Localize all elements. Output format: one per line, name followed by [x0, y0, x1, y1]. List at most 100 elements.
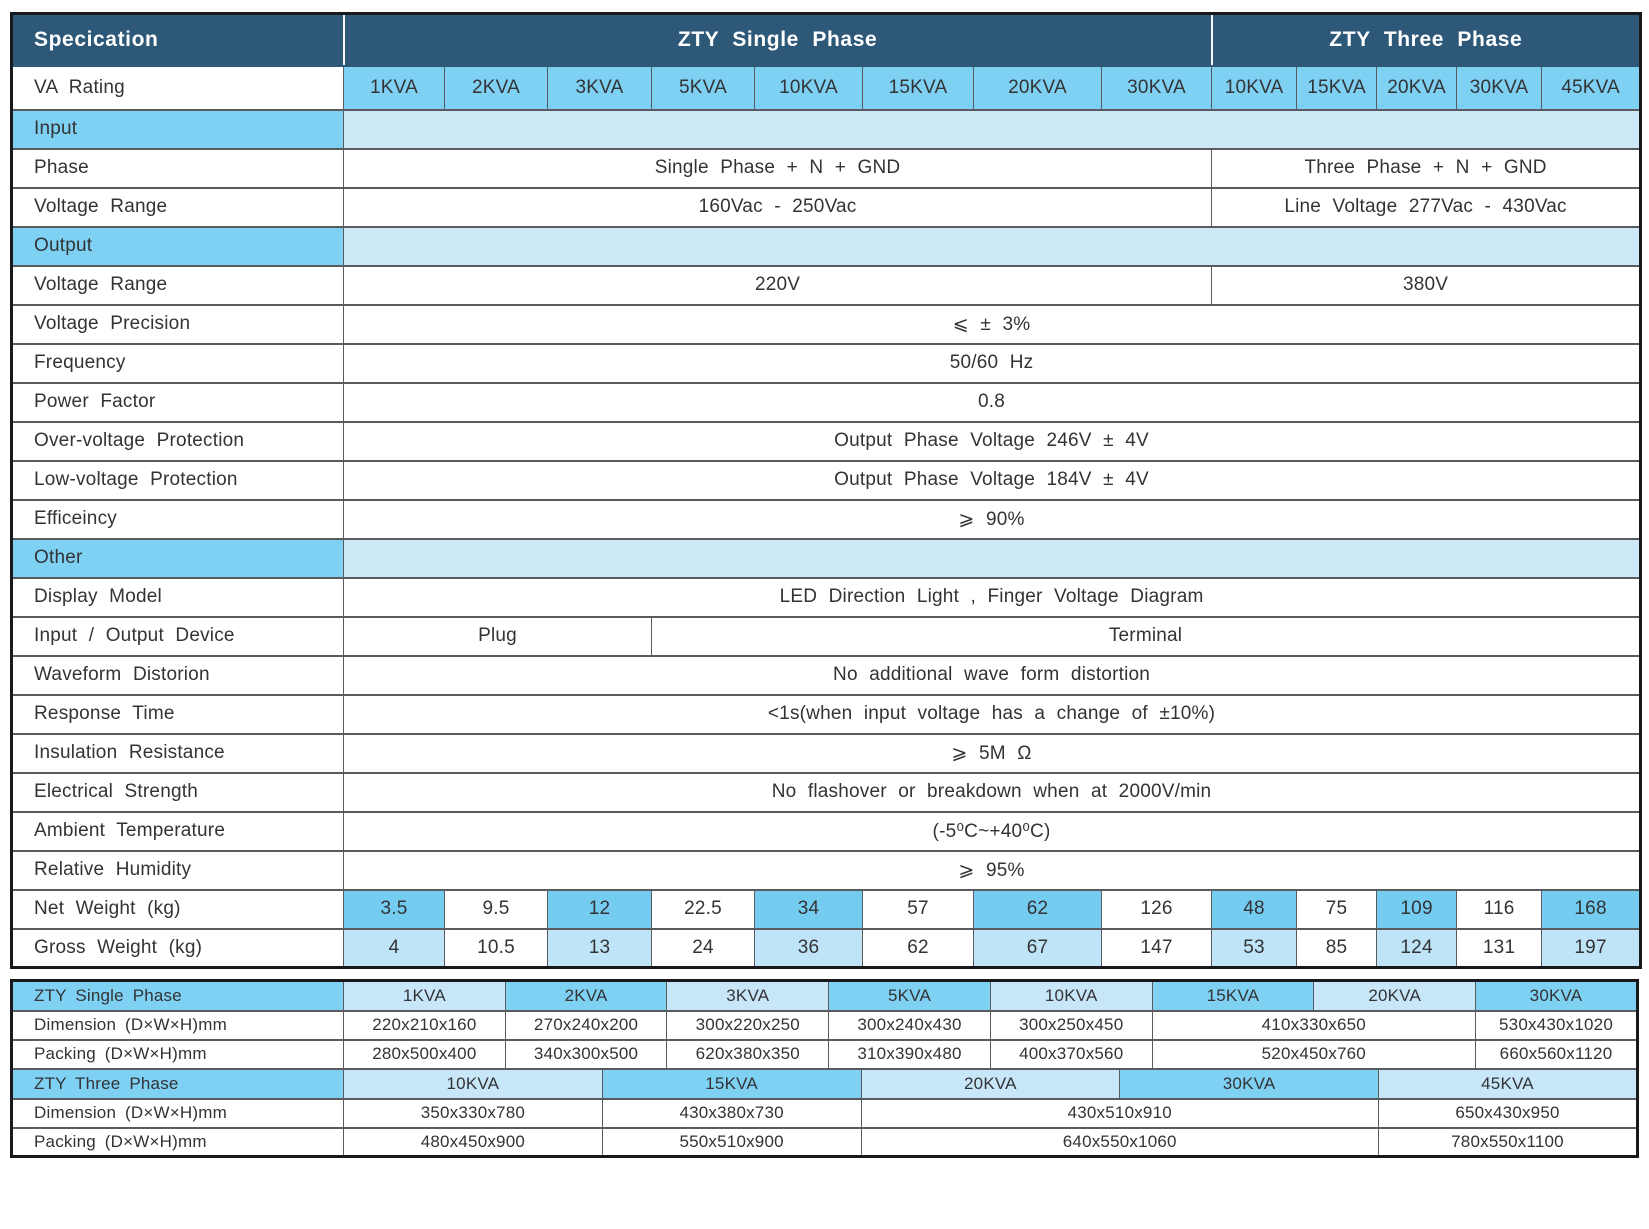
row-label: Low-voltage Protection	[11, 459, 344, 501]
single-phase-packing-row: Packing (D×W×H)mm 280x500x400 340x300x50…	[11, 1038, 1638, 1070]
row-net-weight: Net Weight (kg) 3.5 9.5 12 22.5 34 57 62…	[11, 888, 1642, 930]
phase-single-value: Single Phase + N + GND	[342, 147, 1213, 189]
section-filler	[342, 537, 1642, 579]
packing-cell: 340x300x500	[504, 1038, 668, 1070]
row-label: Display Model	[11, 576, 344, 618]
dim-col-header: 5KVA	[828, 979, 991, 1012]
row-label: Phase	[11, 147, 344, 189]
row-input-voltage-range: Voltage Range 160Vac - 250Vac Line Volta…	[11, 186, 1642, 228]
ambient-temperature-value: (-5⁰C~+40⁰C)	[342, 810, 1642, 852]
gross-weight-cell: 53	[1211, 927, 1298, 969]
row-label: Over-voltage Protection	[11, 420, 344, 462]
row-response-time: Response Time <1s(when input voltage has…	[11, 693, 1642, 735]
row-label: Net Weight (kg)	[11, 888, 344, 930]
waveform-value: No additional wave form distortion	[342, 654, 1642, 696]
row-relative-humidity: Relative Humidity ⩾ 95%	[11, 849, 1642, 891]
packing-cell: 280x500x400	[343, 1038, 506, 1070]
row-label: Dimension (D×W×H)mm	[11, 1009, 344, 1041]
gross-weight-cell: 62	[862, 927, 974, 969]
dim-col-header: 15KVA	[1151, 979, 1315, 1012]
row-waveform-distortion: Waveform Distorion No additional wave fo…	[11, 654, 1642, 696]
net-weight-cell: 48	[1211, 888, 1298, 930]
gross-weight-cell: 10.5	[444, 927, 548, 969]
row-frequency: Frequency 50/60 Hz	[11, 342, 1642, 384]
table-header-row: Specication ZTY Single Phase ZTY Three P…	[11, 12, 1642, 67]
gross-weight-cell: 13	[547, 927, 652, 969]
packing-cell: 640x550x1060	[860, 1126, 1379, 1158]
dim-col-header: 20KVA	[1313, 979, 1477, 1012]
row-label: Input / Output Device	[11, 615, 344, 657]
row-label: Voltage Precision	[11, 303, 344, 345]
row-label: Gross Weight (kg)	[11, 927, 344, 969]
net-weight-cell: 126	[1100, 888, 1213, 930]
va-col-header: 5KVA	[651, 64, 755, 111]
net-weight-cell: 3.5	[343, 888, 445, 930]
row-label: Insulation Resistance	[11, 732, 344, 774]
spec-sheet: Specication ZTY Single Phase ZTY Three P…	[10, 12, 1643, 1158]
packing-cell: 620x380x350	[666, 1038, 830, 1070]
row-low-voltage: Low-voltage Protection Output Phase Volt…	[11, 459, 1642, 501]
three-phase-dimension-row: Dimension (D×W×H)mm 350x330x780 430x380x…	[11, 1097, 1638, 1129]
row-insulation-resistance: Insulation Resistance ⩾ 5M Ω	[11, 732, 1642, 774]
output-voltage-three-value: 380V	[1211, 264, 1642, 306]
dimension-cell: 530x430x1020	[1475, 1009, 1638, 1041]
section-filler	[342, 108, 1642, 150]
dim-col-header: 10KVA	[343, 1067, 603, 1100]
row-label: Power Factor	[11, 381, 344, 423]
row-power-factor: Power Factor 0.8	[11, 381, 1642, 423]
single-phase-dim-header-row: ZTY Single Phase 1KVA 2KVA 3KVA 5KVA 10K…	[11, 979, 1638, 1012]
va-col-header: 3KVA	[547, 64, 652, 111]
dimension-cell: 300x250x450	[989, 1009, 1153, 1041]
net-weight-cell: 168	[1541, 888, 1642, 930]
packing-cell: 780x550x1100	[1378, 1126, 1638, 1158]
dim-col-header: 10KVA	[989, 979, 1153, 1012]
dimension-cell: 270x240x200	[504, 1009, 668, 1041]
row-label: Voltage Range	[11, 186, 344, 228]
row-io-device: Input / Output Device Plug Terminal	[11, 615, 1642, 657]
dim-col-header: 15KVA	[601, 1067, 862, 1100]
section-label-input: Input	[11, 108, 344, 150]
dim-col-header: 1KVA	[343, 979, 506, 1012]
net-weight-cell: 109	[1376, 888, 1458, 930]
packing-cell: 400x370x560	[989, 1038, 1153, 1070]
row-label: Relative Humidity	[11, 849, 344, 891]
relative-humidity-value: ⩾ 95%	[342, 849, 1642, 891]
row-label: Waveform Distorion	[11, 654, 344, 696]
header-specification: Specication	[11, 12, 344, 67]
packing-cell: 520x450x760	[1151, 1038, 1477, 1070]
section-row-other: Other	[11, 537, 1642, 579]
dim-col-header: 45KVA	[1378, 1067, 1638, 1100]
header-three-phase: ZTY Three Phase	[1210, 12, 1642, 67]
row-label: Packing (D×W×H)mm	[11, 1126, 344, 1158]
dimension-cell: 350x330x780	[343, 1097, 603, 1129]
row-ambient-temperature: Ambient Temperature (-5⁰C~+40⁰C)	[11, 810, 1642, 852]
gross-weight-cell: 67	[973, 927, 1102, 969]
three-phase-dim-title: ZTY Three Phase	[11, 1067, 344, 1100]
output-voltage-single-value: 220V	[342, 264, 1213, 306]
header-single-phase: ZTY Single Phase	[342, 12, 1213, 67]
io-device-terminal-value: Terminal	[650, 615, 1642, 657]
main-spec-table: Specication ZTY Single Phase ZTY Three P…	[10, 12, 1643, 969]
net-weight-cell: 116	[1456, 888, 1543, 930]
packing-cell: 660x560x1120	[1475, 1038, 1638, 1070]
va-col-header: 10KVA	[754, 64, 863, 111]
va-col-header: 15KVA	[1296, 64, 1378, 111]
va-col-header: 2KVA	[444, 64, 548, 111]
row-label: Ambient Temperature	[11, 810, 344, 852]
row-label: Voltage Range	[11, 264, 344, 306]
electrical-strength-value: No flashover or breakdown when at 2000V/…	[342, 771, 1642, 813]
efficiency-value: ⩾ 90%	[342, 498, 1642, 540]
net-weight-cell: 62	[973, 888, 1102, 930]
va-col-header: 20KVA	[1376, 64, 1458, 111]
gross-weight-cell: 147	[1100, 927, 1213, 969]
packing-cell: 480x450x900	[343, 1126, 603, 1158]
gross-weight-cell: 131	[1456, 927, 1543, 969]
row-label: Dimension (D×W×H)mm	[11, 1097, 344, 1129]
row-display-model: Display Model LED Direction Light , Fing…	[11, 576, 1642, 618]
row-output-voltage-range: Voltage Range 220V 380V	[11, 264, 1642, 306]
packing-cell: 550x510x900	[601, 1126, 862, 1158]
row-phase: Phase Single Phase + N + GND Three Phase…	[11, 147, 1642, 189]
va-col-header: 15KVA	[862, 64, 974, 111]
row-gross-weight: Gross Weight (kg) 4 10.5 13 24 36 62 67 …	[11, 927, 1642, 969]
gross-weight-cell: 85	[1296, 927, 1378, 969]
